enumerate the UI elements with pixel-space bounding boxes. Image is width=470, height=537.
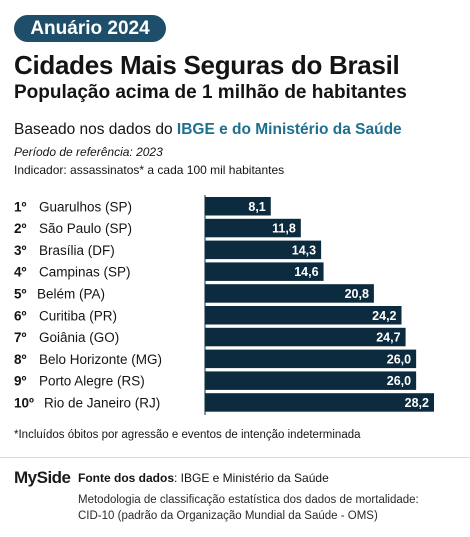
bar-value-label: 11,8 xyxy=(272,222,296,236)
rank-label: 1º xyxy=(14,199,27,214)
category-label: Guarulhos (SP) xyxy=(39,199,132,214)
page-subtitle: População acima de 1 milhão de habitante… xyxy=(14,82,407,103)
reference-period: Período de referência: 2023 xyxy=(14,145,163,159)
methodology-line-1: Metodologia de classificação estatística… xyxy=(78,494,419,506)
bar xyxy=(205,262,324,281)
bar-value-label: 28,2 xyxy=(405,396,429,410)
bar-chart: 1º Guarulhos (SP) 8,1 2º São Paulo (SP) 11,8 3… xyxy=(14,195,434,415)
bar xyxy=(205,306,402,325)
category-label: Brasília (DF) xyxy=(39,243,115,258)
data-basis-prefix: Baseado nos dados do xyxy=(14,121,177,138)
category-label: Rio de Janeiro (RJ) xyxy=(44,395,160,410)
bar xyxy=(205,284,374,303)
data-source-text: : IBGE e Ministério da Saúde xyxy=(174,471,329,485)
bar xyxy=(205,218,301,238)
rank-label: 2º xyxy=(14,221,27,236)
bar-value-label: 26,0 xyxy=(387,352,411,366)
myside-logo: MySide xyxy=(14,468,71,487)
category-label: Campinas (SP) xyxy=(39,265,131,280)
data-source: Fonte dos dados: IBGE e Ministério da Sa… xyxy=(78,471,329,485)
bar-value-label: 14,6 xyxy=(294,265,318,279)
bar xyxy=(205,393,434,412)
bar-value-label: 8,1 xyxy=(248,200,265,214)
category-label: Porto Alegre (RS) xyxy=(39,374,145,389)
data-basis: Baseado nos dados do IBGE e do Ministéri… xyxy=(14,121,402,139)
bar xyxy=(205,371,417,390)
bar-value-label: 24,7 xyxy=(376,331,400,345)
rank-label: 6º xyxy=(14,308,27,323)
bar-value-label: 26,0 xyxy=(387,374,411,388)
category-label: São Paulo (SP) xyxy=(39,221,132,236)
bar-value-label: 24,2 xyxy=(372,309,396,323)
rank-label: 3º xyxy=(14,243,27,258)
methodology-line-2: CID-10 (padrão da Organização Mundial da… xyxy=(78,510,378,522)
bar xyxy=(205,240,322,260)
rank-label: 9º xyxy=(14,374,27,389)
divider xyxy=(0,457,470,458)
methodology-note: Metodologia de classificação estatística… xyxy=(78,492,419,524)
indicator-description: Indicador: assassinatos* a cada 100 mil … xyxy=(14,163,285,177)
rank-label: 10º xyxy=(14,395,34,410)
bar-value-label: 20,8 xyxy=(345,287,369,301)
bar xyxy=(205,197,271,216)
year-badge: Anuário 2024 xyxy=(14,15,166,42)
rank-label: 5º xyxy=(14,286,27,301)
category-label: Belém (PA) xyxy=(37,286,105,301)
bar xyxy=(205,327,406,347)
data-source-label: Fonte dos dados xyxy=(78,471,174,485)
data-basis-highlight: IBGE e do Ministério da Saúde xyxy=(176,121,402,138)
rank-label: 8º xyxy=(14,352,27,367)
bar-value-label: 14,3 xyxy=(292,243,316,257)
footnote: *Incluídos óbitos por agressão e eventos… xyxy=(14,429,361,441)
category-label: Belo Horizonte (MG) xyxy=(39,352,162,367)
page-title: Cidades Mais Seguras do Brasil xyxy=(14,50,400,80)
category-label: Goiânia (GO) xyxy=(39,330,119,345)
bar xyxy=(205,349,417,369)
category-label: Curitiba (PR) xyxy=(39,308,117,323)
rank-label: 7º xyxy=(14,330,27,345)
rank-label: 4º xyxy=(14,265,27,280)
